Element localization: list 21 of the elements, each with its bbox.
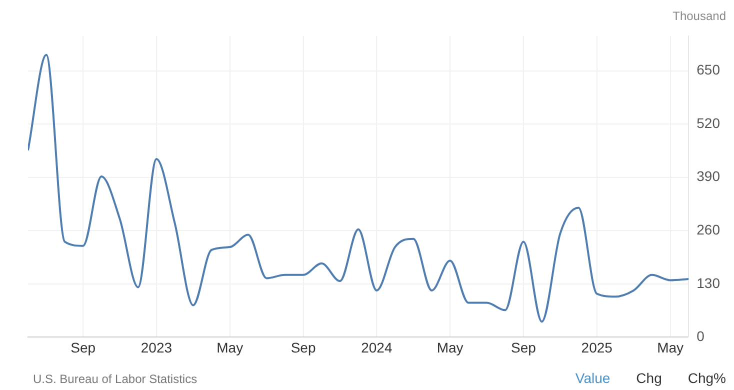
x-tick-label: May	[216, 339, 244, 356]
x-tick-label: Sep	[290, 339, 316, 356]
text: Value	[575, 370, 610, 386]
y-axis-title: Thousand	[672, 9, 726, 23]
y-tick-label: 130	[696, 274, 720, 291]
x-tick-label: Sep	[511, 339, 536, 356]
x-tick-label: May	[657, 339, 684, 356]
y-tick-label: 0	[696, 328, 705, 344]
text: Chg	[636, 370, 662, 386]
y-tick-label: 650	[696, 62, 720, 78]
x-tick-label: May	[436, 339, 464, 356]
x-tick-label: 2023	[140, 339, 172, 356]
x-tick-label: Sep	[70, 339, 96, 356]
x-tick-label: 2025	[581, 339, 613, 356]
y-tick-label: 390	[696, 168, 720, 184]
text: Chg%	[688, 370, 726, 386]
y-tick-label: 520	[696, 114, 720, 131]
y-tick-label: 260	[696, 222, 720, 238]
text: U.S. Bureau of Labor Statistics	[33, 372, 198, 386]
line-series	[28, 54, 689, 323]
x-tick-label: 2024	[361, 339, 392, 356]
